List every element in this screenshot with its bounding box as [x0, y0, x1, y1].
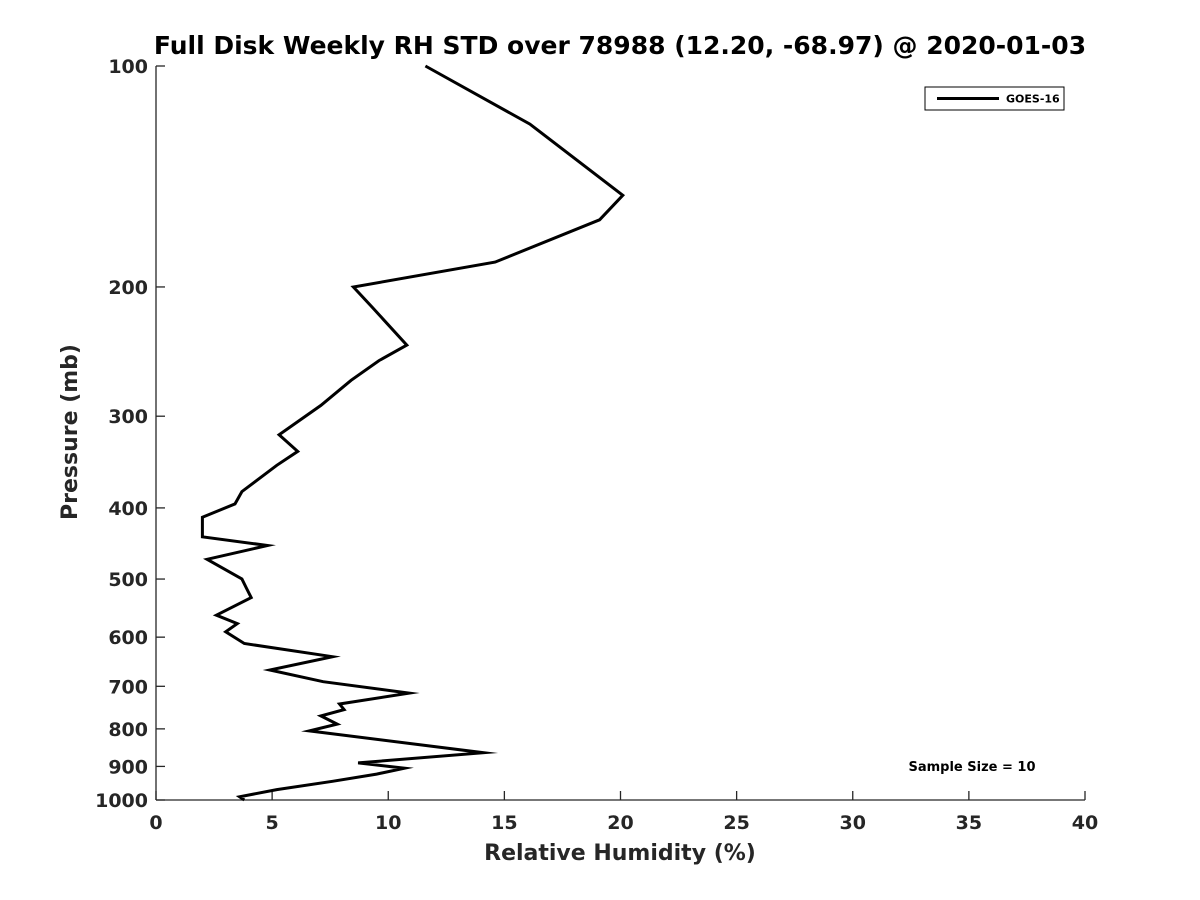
- legend: GOES-16: [924, 86, 1065, 111]
- y-tick-label: 500: [108, 569, 148, 591]
- sample-size-annotation: Sample Size = 10: [908, 760, 1035, 775]
- y-tick-label: 100: [108, 56, 148, 78]
- y-tick-label: 800: [108, 719, 148, 741]
- x-tick-label: 25: [723, 812, 749, 834]
- y-tick-label: 700: [108, 676, 148, 698]
- y-tick-label: 300: [108, 406, 148, 428]
- y-tick-label: 1000: [95, 790, 148, 812]
- x-axis-label: Relative Humidity (%): [484, 841, 756, 866]
- x-tick-label: 0: [149, 812, 162, 834]
- x-tick-label: 15: [491, 812, 517, 834]
- x-tick-label: 30: [840, 812, 866, 834]
- y-axis-label: Pressure (mb): [58, 344, 83, 520]
- series-line-goes-16: [200, 64, 626, 802]
- chart-title: Full Disk Weekly RH STD over 78988 (12.2…: [154, 31, 1086, 60]
- y-tick-label: 900: [108, 756, 148, 778]
- y-tick-label: 200: [108, 277, 148, 299]
- series-layer: [200, 64, 626, 802]
- plot-area: [155, 66, 1085, 801]
- y-axis: 100 200 300 400 500 600 700 800 900 1000: [95, 56, 165, 812]
- x-tick-label: 20: [607, 812, 633, 834]
- x-tick-label: 10: [375, 812, 401, 834]
- y-tick-label: 400: [108, 498, 148, 520]
- x-tick-label: 40: [1072, 812, 1098, 834]
- legend-entry-goes16: GOES-16: [1006, 93, 1060, 106]
- x-tick-label: 35: [956, 812, 982, 834]
- x-axis: 0 5 10 15 20 25 30 35 40: [149, 791, 1098, 834]
- y-tick-label: 600: [108, 627, 148, 649]
- x-tick-label: 5: [266, 812, 279, 834]
